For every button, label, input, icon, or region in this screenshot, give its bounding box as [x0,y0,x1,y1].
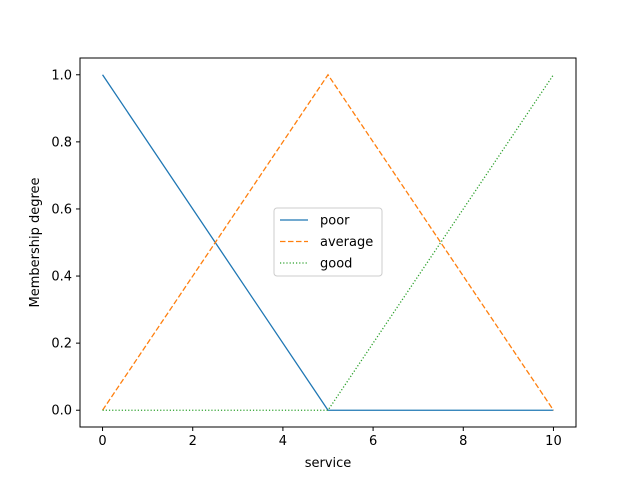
y-tick-label: 1.0 [51,68,72,83]
legend-items: poor average good [280,214,373,272]
x-tick-label: 6 [369,434,377,449]
x-tick-label: 8 [459,434,467,449]
x-axis-ticks: 0 2 4 6 8 10 [98,427,562,449]
series-layer [102,73,554,411]
y-tick-label: 0.2 [51,337,72,352]
legend-label-poor: poor [320,214,350,229]
series-line-average [102,73,554,411]
y-tick-label: 0.6 [51,202,72,217]
legend: poor average good [273,207,383,277]
x-axis-label: service [305,456,352,471]
y-tick-label: 0.8 [51,135,72,150]
x-tick-label: 2 [189,434,197,449]
y-axis-label: Membership degree [28,177,43,307]
y-axis-ticks: 0.0 0.2 0.4 0.6 0.8 1.0 [51,68,80,419]
x-tick-label: 4 [279,434,287,449]
y-tick-label: 0.0 [51,404,72,419]
legend-label-good: good [320,257,352,272]
plot-frame [79,57,577,428]
legend-label-average: average [320,235,373,250]
x-tick-label: 0 [98,434,106,449]
legend-box [273,207,383,277]
y-tick-label: 0.4 [51,270,72,285]
x-tick-label: 10 [545,434,562,449]
series-line-poor [102,74,554,411]
